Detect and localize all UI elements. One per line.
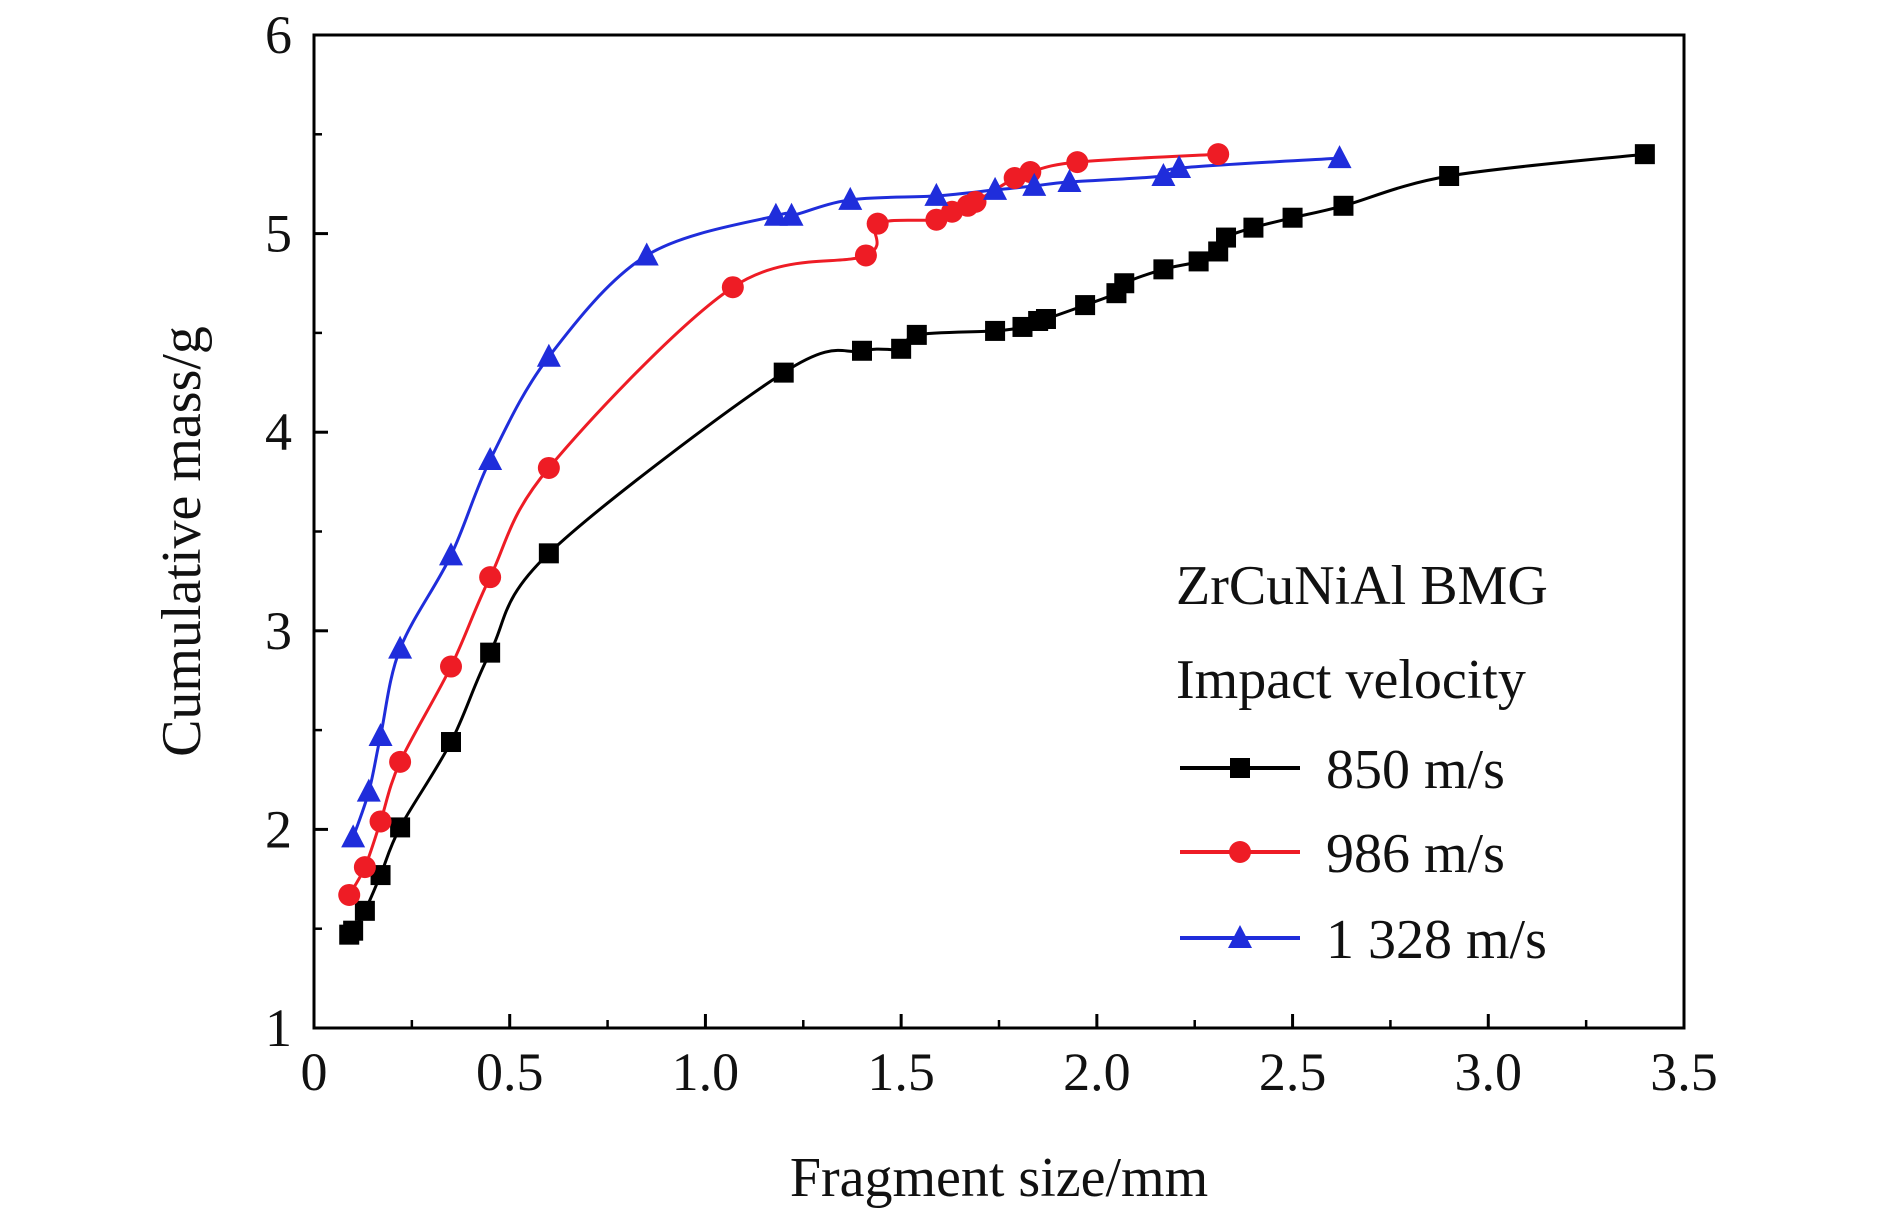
legend-label: 1 328 m/s [1326,909,1547,971]
legend-entries: 850 m/s 986 m/s 1 328 m/s [1180,739,1547,971]
data-point-986-m-s [854,244,877,267]
legend-title-material: ZrCuNiAl BMG [1176,555,1548,617]
data-point-1-328-m-s [478,447,503,471]
data-point-986-m-s [389,750,412,773]
data-point-850-m-s [773,362,794,383]
x-axis-title: Fragment size/mm [790,1147,1208,1209]
series-points-850-m-s [339,144,1655,945]
data-point-986-m-s [866,212,889,235]
data-point-850-m-s [354,900,375,921]
data-point-986-m-s [369,810,392,833]
data-point-850-m-s [441,732,461,753]
series-points-986-m-s [338,143,1230,906]
y-tick-label: 1 [265,998,292,1058]
data-point-1-328-m-s [356,778,381,802]
data-point-1-328-m-s [763,202,788,226]
data-point-850-m-s [370,865,391,886]
tick-labels: 0 0.5 1.0 1.5 2.0 2.5 3.0 3.5 1 2 3 4 5 6 [265,5,1718,1102]
x-tick-label: 2.0 [1063,1042,1131,1102]
legend-entry-850-m-s: 850 m/s [1180,739,1505,801]
legend: ZrCuNiAl BMG Impact velocity 850 m/s 986 … [1176,555,1548,971]
data-point-986-m-s [1066,151,1089,174]
data-point-1-328-m-s [838,186,863,210]
y-tick-label: 6 [265,5,292,65]
data-point-1-328-m-s [924,182,949,206]
data-point-850-m-s [480,642,501,663]
legend-label: 850 m/s [1326,739,1505,801]
x-tick-label: 3.0 [1455,1042,1523,1102]
data-point-850-m-s [343,920,364,941]
legend-marker-1-328-m-s [1228,925,1252,948]
data-point-1-328-m-s [341,824,366,848]
data-point-1-328-m-s [368,723,393,747]
y-tick-label: 4 [265,402,292,462]
data-point-1-328-m-s [1151,163,1176,187]
legend-entry-1-328-m-s: 1 328 m/s [1180,909,1547,971]
data-point-1-328-m-s [634,242,659,266]
data-point-1-328-m-s [983,176,1008,200]
y-axis-title: Cumulative mass/g [151,326,213,757]
x-tick-label: 1.5 [867,1042,935,1102]
legend-marker-986-m-s [1229,841,1251,863]
legend-marker-850-m-s [1230,758,1250,778]
data-point-850-m-s [1333,195,1354,216]
axis-ticks [312,33,1686,1030]
data-point-986-m-s [537,456,560,479]
x-tick-label: 0 [301,1042,328,1102]
series-line-986-m-s [347,152,1219,896]
data-point-850-m-s [1035,308,1056,329]
data-point-1-328-m-s [439,542,463,566]
x-tick-label: 1.0 [672,1042,740,1102]
data-point-1-328-m-s [388,635,413,659]
data-point-850-m-s [1439,166,1460,187]
data-point-850-m-s [906,324,927,345]
x-tick-label: 0.5 [476,1042,544,1102]
data-point-1-328-m-s [1057,168,1082,192]
data-point-850-m-s [1153,259,1174,280]
y-tick-label: 3 [265,601,292,661]
data-point-1-328-m-s [536,343,561,367]
legend-label: 986 m/s [1326,823,1505,885]
data-point-1-328-m-s [1327,145,1352,169]
data-point-986-m-s [1207,143,1230,166]
data-point-986-m-s [338,883,361,906]
data-point-986-m-s [479,566,502,589]
legend-title-impact-velocity: Impact velocity [1176,649,1526,711]
data-point-986-m-s [721,276,744,299]
data-point-986-m-s [1019,161,1042,184]
data-point-986-m-s [353,856,376,879]
data-point-850-m-s [1012,316,1033,337]
data-point-986-m-s [964,190,987,213]
data-point-850-m-s [390,817,411,838]
x-tick-label: 3.5 [1650,1042,1718,1102]
data-point-850-m-s [1114,273,1135,294]
series-points-1-328-m-s [341,145,1352,848]
data-point-850-m-s [852,340,872,361]
data-point-850-m-s [1188,251,1209,272]
data-point-850-m-s [1282,207,1303,228]
data-point-1-328-m-s [1167,155,1192,179]
data-point-850-m-s [538,543,559,564]
data-point-1-328-m-s [779,202,804,226]
data-point-850-m-s [1075,295,1096,316]
data-point-850-m-s [1634,144,1655,165]
y-tick-label: 5 [265,204,292,264]
data-point-850-m-s [985,320,1006,341]
series-markers [338,143,1655,945]
x-tick-label: 2.5 [1259,1042,1327,1102]
data-point-850-m-s [1243,217,1264,238]
data-point-986-m-s [440,655,462,678]
data-point-850-m-s [891,338,912,359]
data-point-1-328-m-s [1022,172,1047,196]
data-point-850-m-s [1216,227,1237,248]
y-tick-label: 2 [265,799,292,859]
legend-entry-986-m-s: 986 m/s [1180,823,1505,885]
